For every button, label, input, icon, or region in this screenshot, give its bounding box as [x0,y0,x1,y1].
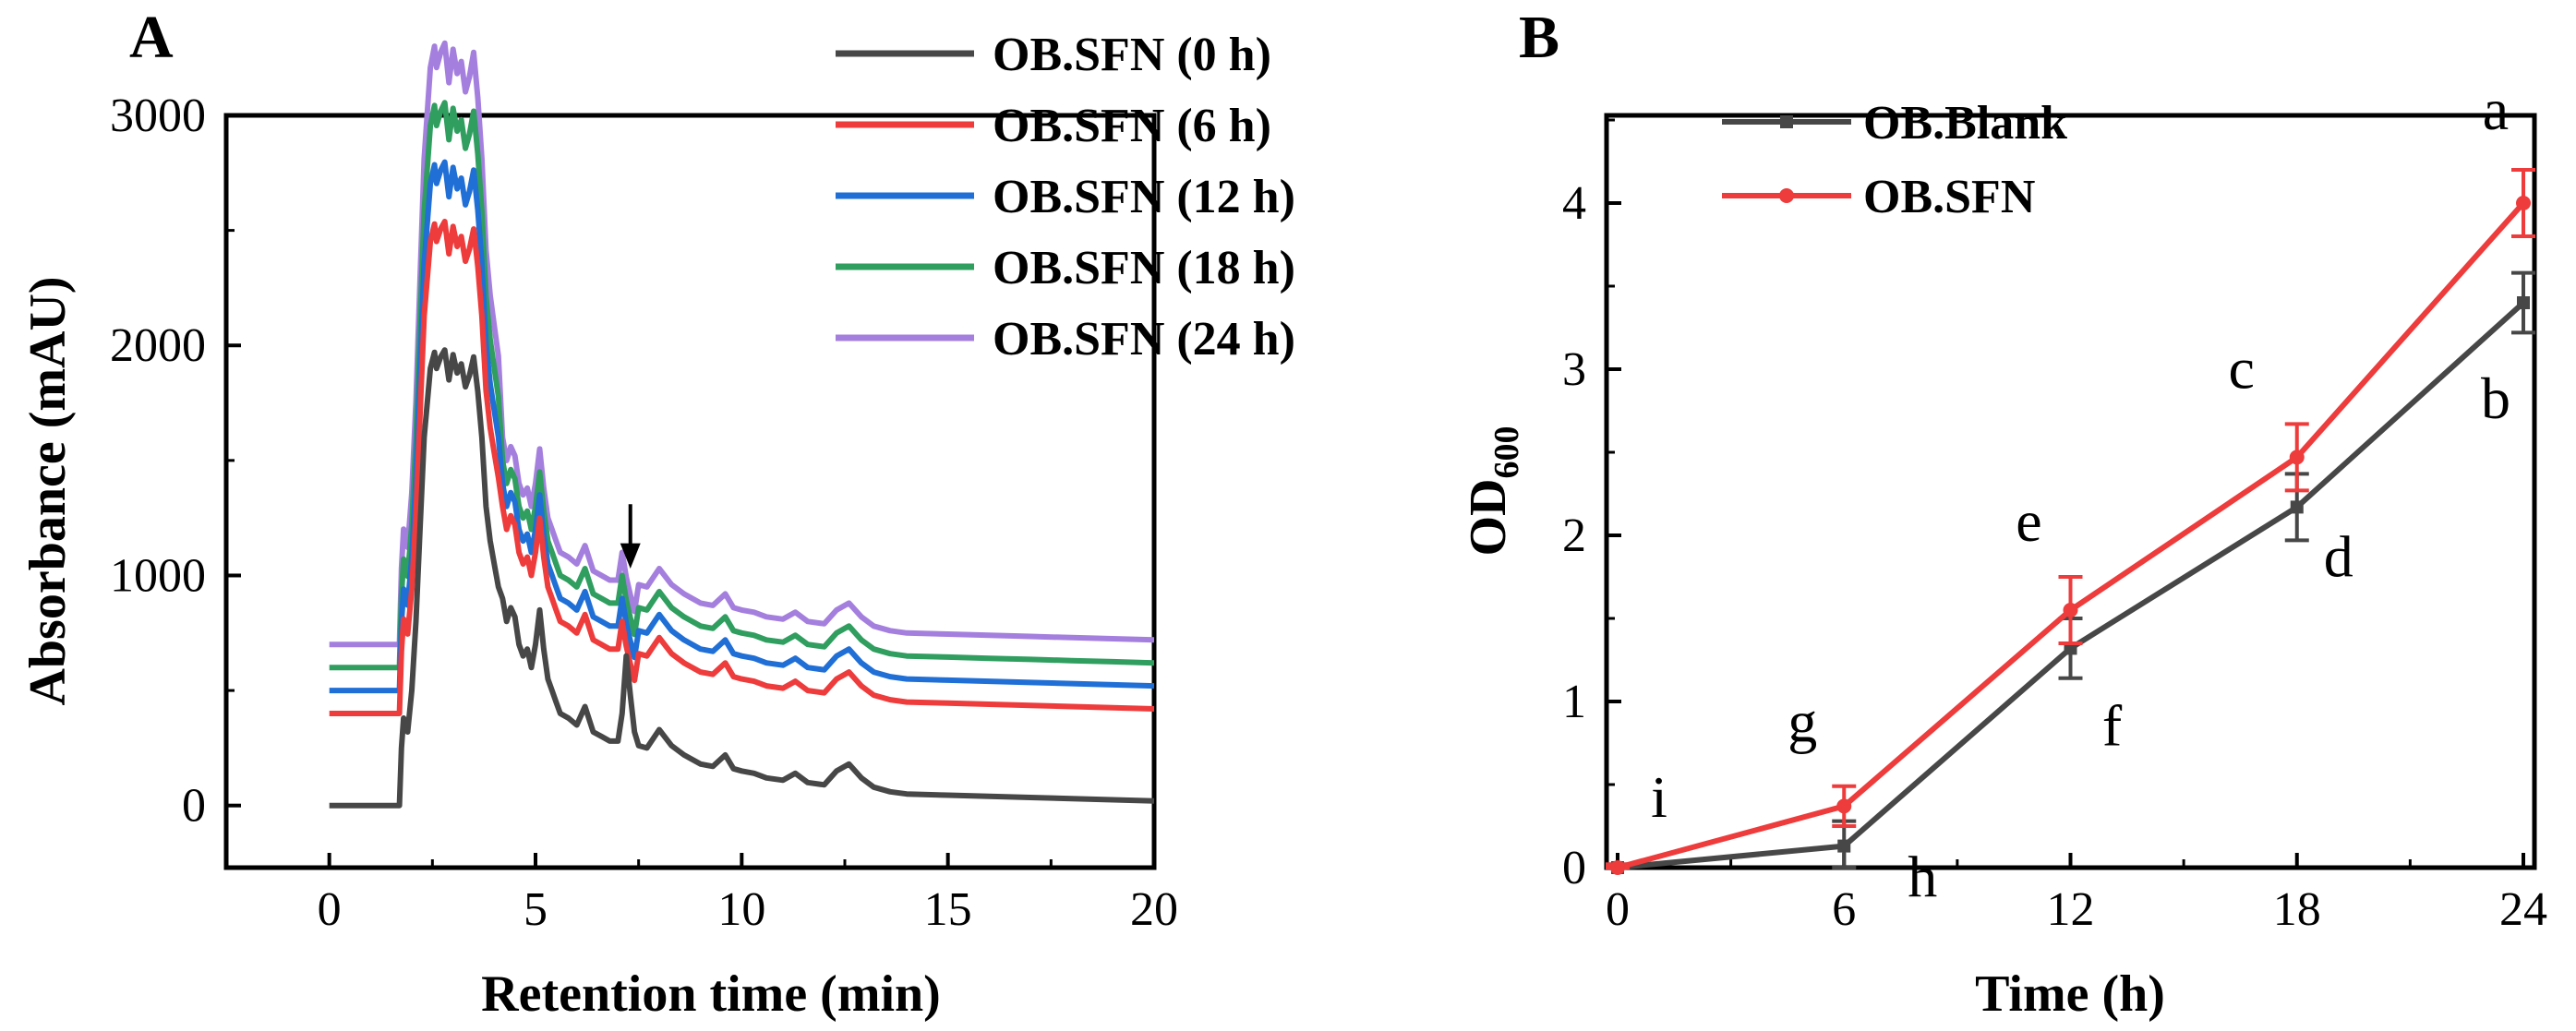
panel-a-y-tick-label: 1000 [110,549,206,602]
legend-marker-ob-sfn [1779,188,1794,203]
data-point-ob-sfn [1610,860,1625,875]
series-line-ob-sfn-12-h [329,159,1155,694]
panel-b-y-ticks: 0 1 2 3 4 [1562,118,1621,894]
series-line-ob-sfn-6-h [329,219,1155,716]
legend-label-ob-blank: OB.Blank [1863,97,2067,150]
data-point-ob-blank [2290,500,2304,514]
panel-b-y-axis-label-sub: 600 [1487,426,1526,479]
series-line-ob-sfn-0-h [329,347,1155,809]
legend-marker-ob-blank [1780,115,1793,128]
data-point-ob-sfn [2289,450,2305,465]
panel-a-arrow-annotation [620,504,641,569]
panel-b-frame [1604,113,2537,870]
panel-a-y-tick-label: 0 [182,780,206,833]
panel-b-y-axis-label: OD600 [1460,426,1526,557]
panel-b-x-ticks: 0 6 12 18 24 [1606,853,2547,936]
panel-a-y-axis-label: Absorbance (mAU) [19,276,77,705]
data-point-ob-sfn [2516,196,2531,210]
panel-a-x-tick-label: 10 [717,883,765,936]
panel-b-series [1606,168,2535,875]
data-point-ob-sfn [2063,603,2078,617]
panel-b-y-tick-label: 4 [1562,177,1586,230]
panel-b-x-tick-label: 0 [1606,883,1630,936]
panel-b-y-tick-label: 3 [1562,343,1586,396]
significance-letter-a: a [2483,77,2509,142]
series-line-ob-sfn-24-h [329,40,1155,648]
legend-label-ob-sfn-0-h: OB.SFN (0 h) [993,29,1271,81]
data-point-ob-blank [2517,296,2530,309]
panel-b-x-tick-label: 18 [2273,883,2321,936]
data-point-ob-sfn [1836,798,1852,814]
significance-letter-c: c [2229,335,2255,401]
panel-a-y-tick-label: 3000 [110,90,206,142]
significance-letter-h: h [1908,845,1937,910]
panel-b-label: B [1519,4,1559,71]
panel-b-y-tick-label: 1 [1562,676,1586,728]
panel-b-x-tick-label: 6 [1832,883,1856,936]
series-line-ob-sfn-18-h [329,100,1155,671]
legend-label-ob-sfn-6-h: OB.SFN (6 h) [993,100,1271,152]
panel-a-frame [223,113,1157,870]
panel-a-y-ticks: 0 1000 2000 3000 [110,90,241,833]
panel-a-x-tick-label: 5 [524,883,548,936]
panel-b-x-axis-label: Time (h) [1975,965,2165,1023]
significance-letter-g: g [1788,689,1817,754]
significance-letter-d: d [2324,523,2353,589]
panel-a-x-tick-label: 20 [1130,883,1178,936]
panel-a-label: A [129,4,174,71]
panel-a-legend: OB.SFN (0 h) OB.SFN (6 h) OB.SFN (12 h) OB.… [836,29,1295,366]
significance-letter-f: f [2102,692,2123,758]
significance-letter-b: b [2481,366,2510,431]
legend-label-ob-sfn-12-h: OB.SFN (12 h) [993,171,1295,223]
panel-a-x-axis-label: Retention time (min) [481,965,941,1023]
legend-label-ob-sfn-18-h: OB.SFN (18 h) [993,242,1295,294]
panel-b-y-tick-label: 2 [1562,510,1586,562]
panel-b-legend: OB.Blank OB.SFN [1722,97,2067,223]
panel-a-x-tick-label: 15 [924,883,972,936]
panel-a: A 0 5 10 15 20 0 1000 2000 3000 Retention time … [19,4,1295,1023]
data-point-ob-blank [1837,839,1851,853]
panel-b-x-tick-label: 24 [2499,883,2547,936]
panel-b-y-tick-label: 0 [1562,842,1586,894]
panel-a-x-tick-label: 0 [318,883,342,936]
panel-a-x-ticks: 0 5 10 15 20 [318,853,1178,936]
legend-label-ob-sfn-24-h: OB.SFN (24 h) [993,313,1295,366]
panel-b-x-tick-label: 12 [2047,883,2095,936]
panel-a-y-tick-label: 2000 [110,319,206,372]
legend-label-ob-sfn: OB.SFN [1863,171,2035,223]
panel-b-y-axis-label-main: OD [1460,479,1517,557]
arrow-head [620,543,641,569]
panel-a-series [329,40,1155,809]
significance-letter-i: i [1651,764,1667,830]
series-line-ob-sfn [1617,201,2526,870]
significance-letter-e: e [2016,488,2041,554]
panel-b-significance-letters: i g h e f c d a b [1651,77,2510,910]
